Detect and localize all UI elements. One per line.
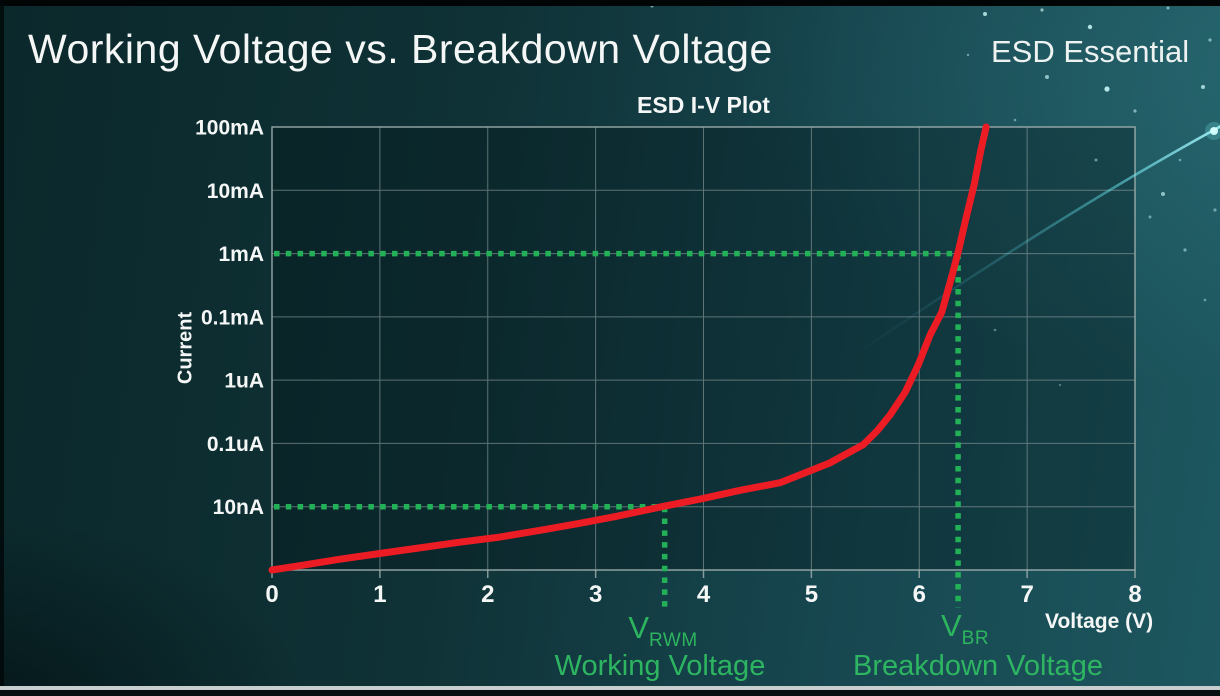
x-tick-labels: 0 1 2 3 4 5 6 7 8: [265, 581, 1141, 608]
particle-dot: [1058, 383, 1062, 387]
particle-dot: [1013, 118, 1017, 122]
particle-dot: [993, 328, 997, 332]
vbr-symbol-label: VBR: [941, 608, 989, 650]
x-tick-label: 3: [589, 581, 602, 608]
particle-dot: [1208, 38, 1212, 42]
video-progress-bar[interactable]: [0, 686, 1220, 690]
x-tick-label: 4: [697, 581, 711, 608]
vbr-caption: Breakdown Voltage: [853, 650, 1103, 682]
particle-dot: [1161, 192, 1165, 196]
y-tick-label: 10mA: [207, 180, 264, 203]
letterbox-left: [0, 0, 4, 696]
particle-dot: [1213, 208, 1217, 212]
decor-light-trail: [857, 125, 1220, 355]
vrwm-symbol: V: [628, 610, 650, 645]
x-tick-label: 5: [805, 581, 818, 608]
vrwm-subscript: RWM: [649, 630, 698, 651]
particle-dot: [1094, 158, 1098, 162]
particle-dot: [1118, 53, 1122, 57]
y-tick-label: 0.1mA: [201, 306, 264, 329]
particle-dot: [1133, 109, 1137, 113]
letterbox-bottom: [0, 690, 1220, 696]
particle-dot: [1183, 248, 1187, 252]
glow-dot: [1210, 127, 1218, 135]
y-axis-label: Current: [174, 311, 197, 385]
particle-dot: [1166, 6, 1170, 10]
y-tick-labels: 100mA 10mA 1mA 0.1mA 1uA 0.1uA 10nA: [195, 117, 264, 520]
x-tick-label: 2: [481, 581, 494, 608]
particle-dot: [1178, 158, 1182, 162]
x-tick-label: 0: [265, 581, 278, 608]
y-tick-label: 0.1uA: [207, 433, 264, 456]
particle-dot: [966, 53, 970, 57]
x-tick-label: 6: [913, 581, 926, 608]
particle-dot: [1201, 85, 1205, 89]
vrwm-caption: Working Voltage: [554, 650, 766, 682]
brand-text: ESD Essential: [991, 34, 1190, 69]
particle-dot: [1087, 24, 1093, 30]
particle-dot: [1045, 75, 1049, 79]
decor-particles: [650, 4, 1220, 387]
x-tick-label: 7: [1020, 581, 1033, 608]
y-tick-label: 100mA: [195, 117, 264, 140]
particle-dot: [1148, 215, 1152, 219]
letterbox-top: [0, 0, 1220, 6]
iv-curve: [268, 123, 990, 574]
x-tick-label: 1: [373, 581, 386, 608]
chart-title: ESD I-V Plot: [637, 92, 770, 118]
vbr-marker-lines: [274, 250, 961, 608]
y-tick-label: 1mA: [218, 243, 264, 266]
page-title: Working Voltage vs. Breakdown Voltage: [28, 26, 773, 72]
vrwm-marker-lines: [274, 503, 668, 608]
vrwm-symbol-label: VRWM: [628, 610, 697, 652]
x-axis-label: Voltage (V): [1045, 610, 1154, 633]
vbr-symbol: V: [940, 608, 962, 643]
x-tick-label: 8: [1128, 581, 1141, 608]
y-tick-label: 1uA: [224, 370, 264, 393]
particle-dot: [1040, 8, 1044, 12]
y-tick-label: 10nA: [213, 496, 264, 519]
particle-dot: [1104, 86, 1110, 92]
vbr-subscript: BR: [961, 628, 990, 649]
particle-dot: [983, 12, 987, 16]
x-ticks: [271, 570, 1136, 578]
particle-dot: [1203, 298, 1207, 302]
